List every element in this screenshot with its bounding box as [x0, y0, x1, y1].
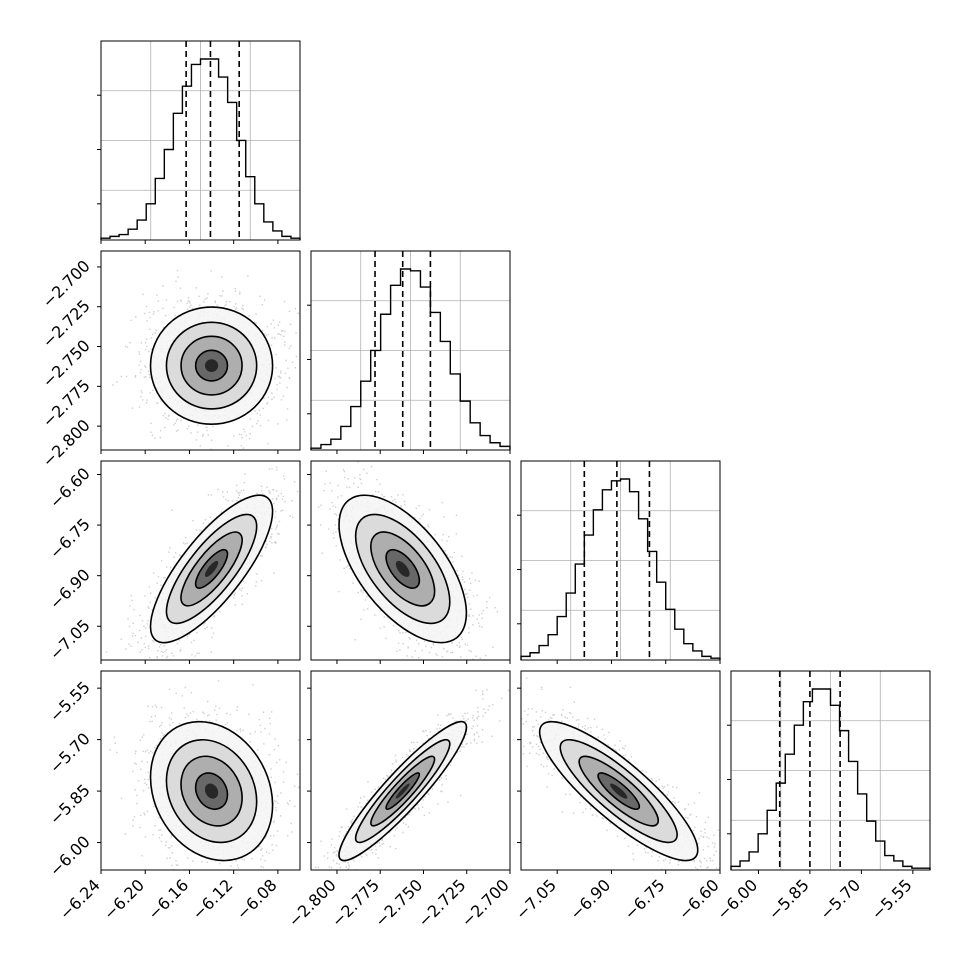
x-tick-label: −5.55: [868, 875, 916, 923]
panel-2-1-frame: [310, 460, 511, 661]
density-3-2: [521, 677, 720, 870]
x-tick-label: −6.60: [675, 875, 723, 923]
panel-2-frame: [520, 460, 721, 661]
panel-1-0-frame: [100, 250, 301, 451]
x-tick-label: −5.85: [765, 875, 813, 923]
panel-3-1-frame: [310, 670, 511, 871]
x-tick-label: −6.24: [56, 875, 104, 923]
y-tick-label: −6.00: [46, 832, 94, 880]
histogram-0: [100, 58, 301, 240]
x-tick-label: −2.700: [458, 875, 513, 930]
x-tick-label: −6.00: [713, 875, 761, 923]
x-tick-label: −6.16: [144, 875, 192, 923]
x-tick-label: −7.05: [512, 875, 560, 923]
x-tick-label: −5.70: [816, 875, 864, 923]
contour-level-4: [610, 783, 628, 799]
panel-3-2-frame: [520, 670, 721, 871]
x-tick-label: −6.08: [233, 875, 281, 923]
panel-3-0-frame: [100, 670, 301, 871]
contour-level-4: [204, 783, 219, 799]
histogram-2: [520, 478, 721, 660]
contour-level-4: [204, 560, 219, 577]
density-2-1: [318, 461, 498, 660]
x-tick-label: −6.20: [100, 875, 148, 923]
panel-3-frame: [730, 670, 931, 871]
y-tick-label: −5.70: [46, 729, 94, 777]
panel-1-frame: [310, 250, 511, 451]
panel-2-0-frame: [100, 460, 301, 661]
density-3-0: [109, 680, 300, 870]
histogram-1: [310, 268, 511, 450]
y-tick-label: −5.85: [46, 780, 94, 828]
x-tick-label: −6.90: [566, 875, 614, 923]
density-3-1: [314, 688, 510, 870]
panel-0-frame: [100, 40, 301, 241]
x-tick-label: −6.75: [620, 875, 668, 923]
y-tick-label: −6.60: [46, 464, 94, 512]
contour-level-4: [395, 560, 410, 577]
density-1-0: [112, 269, 300, 450]
contour-level-4: [204, 359, 219, 372]
y-tick-label: −7.05: [46, 616, 94, 664]
density-2-0: [105, 461, 300, 660]
y-tick-label: −6.90: [46, 565, 94, 613]
contour-level-4: [395, 783, 410, 799]
y-tick-label: −6.75: [46, 514, 94, 562]
x-tick-label: −6.12: [188, 875, 236, 923]
histogram-3: [730, 688, 931, 870]
y-tick-label: −5.55: [46, 678, 94, 726]
